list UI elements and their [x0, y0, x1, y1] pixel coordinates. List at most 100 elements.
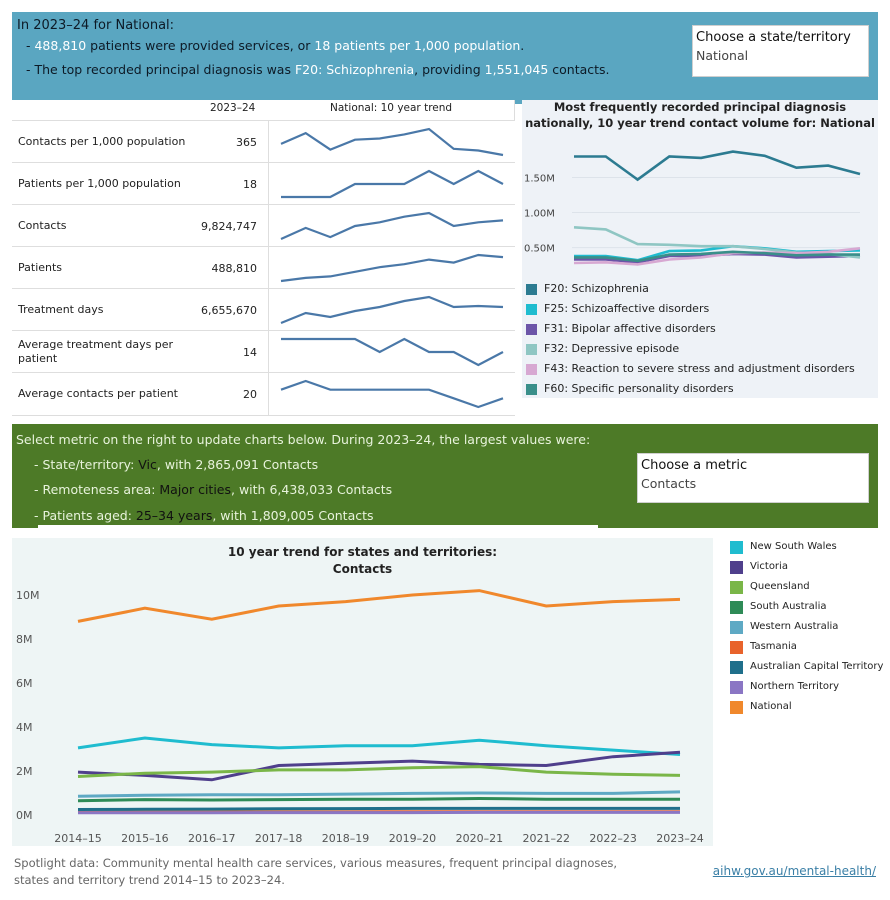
diag-y-tick: 1.00M [524, 209, 555, 220]
legend-label: F31: Bipolar affective disorders [544, 322, 716, 335]
trend-x-tick: 2019–20 [389, 832, 437, 845]
legend-label: National [750, 701, 792, 712]
metric-name: Patients per 1,000 population [18, 177, 181, 191]
metric-value: 20 [243, 387, 257, 401]
legend-label: F60: Specific personality disorders [544, 382, 734, 395]
metric-value: 6,655,670 [201, 303, 257, 317]
state-trend-panel: 10 year trend for states and territories… [12, 538, 713, 846]
trend-y-tick: 2M [16, 765, 33, 778]
legend-swatch [730, 621, 743, 634]
legend-label: F20: Schizophrenia [544, 282, 649, 295]
legend-label: New South Wales [750, 541, 837, 552]
metric-name: Patients [18, 261, 63, 275]
metric-row-average-contacts-per-patient[interactable]: Average contacts per patient 20 [12, 372, 515, 415]
state-legend-item[interactable]: Victoria [730, 560, 880, 578]
trend-series-queensland [77, 765, 681, 778]
state-legend-item[interactable]: Queensland [730, 580, 880, 598]
diag-legend-item[interactable]: F60: Specific personality disorders [526, 382, 866, 398]
state-legend-item[interactable]: Western Australia [730, 620, 880, 638]
trend-x-tick: 2021–22 [522, 832, 570, 845]
metric-sparkline [268, 247, 515, 289]
metric-row-patients[interactable]: Patients 488,810 [12, 246, 515, 289]
diag-legend-item[interactable]: F25: Schizoaffective disorders [526, 302, 866, 318]
diag-legend-item[interactable]: F20: Schizophrenia [526, 282, 866, 298]
trend-series-western-australia [77, 790, 681, 798]
state-selector-value[interactable]: National [696, 48, 749, 63]
metric-selector[interactable]: Choose a metric Contacts [637, 453, 869, 503]
legend-swatch [730, 701, 743, 714]
summary-bullet-patients: - 488,810 patients were provided service… [26, 38, 525, 53]
metric-row-patients-per-1-000-population[interactable]: Patients per 1,000 population 18 [12, 162, 515, 205]
legend-swatch [730, 541, 743, 554]
sparkline-line [280, 127, 504, 157]
legend-swatch [526, 364, 537, 375]
state-territory-selector[interactable]: Choose a state/territory National [692, 25, 869, 77]
diag-series-f20-schizophrenia [574, 150, 861, 182]
legend-label: F32: Depressive episode [544, 342, 680, 355]
metric-name: Contacts [18, 219, 67, 233]
diag-series-f60-specific-personality-disorders [574, 250, 860, 263]
diagnosis-line-chart: 1.50M 1.00M 0.50M [522, 142, 878, 274]
state-legend-item[interactable]: New South Wales [730, 540, 880, 558]
legend-swatch [730, 641, 743, 654]
trend-series-australian-capital-territory [77, 806, 680, 811]
legend-swatch [526, 304, 537, 315]
trend-y-tick: 4M [16, 721, 33, 734]
state-legend-item[interactable]: Tasmania [730, 640, 880, 658]
state-legend-item[interactable]: Australian Capital Territory [730, 660, 884, 678]
sparkline-line [280, 379, 504, 409]
state-legend-item[interactable]: National [730, 700, 880, 718]
legend-swatch [730, 681, 743, 694]
trend-series-victoria [77, 750, 681, 782]
legend-swatch [730, 581, 743, 594]
metric-name: Average contacts per patient [18, 387, 178, 401]
trend-series-new-south-wales [77, 736, 681, 756]
trend-x-tick: 2023–24 [656, 832, 704, 845]
trend-x-tick: 2020–21 [456, 832, 504, 845]
metric-value: 18 [243, 177, 257, 191]
trend-x-tick: 2018–19 [322, 832, 370, 845]
sparkline-line [280, 211, 504, 241]
legend-label: Western Australia [750, 621, 839, 632]
diag-legend-item[interactable]: F31: Bipolar affective disorders [526, 322, 866, 338]
aihw-link[interactable]: aihw.gov.au/mental-health/ [712, 864, 876, 878]
metric-selector-value[interactable]: Contacts [641, 476, 697, 491]
sparkline-line [281, 337, 504, 367]
largest-state: - State/territory: Vic, with 2,865,091 C… [34, 457, 319, 472]
metric-name: Contacts per 1,000 population [18, 135, 186, 149]
metric-selector-label: Choose a metric [641, 458, 748, 473]
legend-label: Australian Capital Territory [750, 661, 884, 672]
trend-y-tick: 6M [16, 677, 33, 690]
summary-title: In 2023–24 for National: [17, 18, 175, 33]
trend-x-tick: 2015–16 [121, 832, 169, 845]
metric-row-average-treatment-days-per-patient[interactable]: Average treatment days per patient 14 [12, 330, 515, 373]
metric-value: 9,824,747 [201, 219, 257, 233]
legend-swatch [526, 324, 537, 335]
legend-swatch [730, 601, 743, 614]
state-legend-item[interactable]: Northern Territory [730, 680, 880, 698]
legend-swatch [526, 344, 537, 355]
largest-remoteness: - Remoteness area: Major cities, with 6,… [34, 482, 393, 497]
diag-y-tick: 1.50M [524, 174, 555, 185]
metric-row-contacts[interactable]: Contacts 9,824,747 [12, 204, 515, 247]
sparkline-line [281, 169, 504, 199]
metric-value: 365 [236, 135, 257, 149]
diag-legend-item[interactable]: F43: Reaction to severe stress and adjus… [526, 362, 866, 378]
metric-sparkline [268, 205, 515, 247]
diag-series-f43-reaction-to-severe-stress-and-adjustment-disorders [573, 247, 861, 266]
diag-legend-item[interactable]: F32: Depressive episode [526, 342, 866, 358]
state-trend-title: 10 year trend for states and territories… [227, 545, 498, 576]
largest-values-intro: Select metric on the right to update cha… [16, 432, 591, 447]
state-trend-line-chart: 0M 2M 4M 6M 8M 10M 2014–15 2015–16 2016–17 2017–1… [16, 589, 704, 845]
metric-row-treatment-days[interactable]: Treatment days 6,655,670 [12, 288, 515, 331]
trend-series-national [77, 589, 681, 623]
legend-label: South Australia [750, 601, 827, 612]
metric-sparkline [268, 331, 515, 373]
legend-label: Northern Territory [750, 681, 840, 692]
diagnosis-trend-panel: Most frequently recorded principal diagn… [522, 100, 878, 398]
metric-row-contacts-per-1-000-population[interactable]: Contacts per 1,000 population 365 [12, 120, 515, 163]
sparkline-line [280, 253, 504, 283]
state-legend-item[interactable]: South Australia [730, 600, 880, 618]
trend-x-tick: 2017–18 [255, 832, 303, 845]
metric-value: 488,810 [211, 261, 258, 275]
